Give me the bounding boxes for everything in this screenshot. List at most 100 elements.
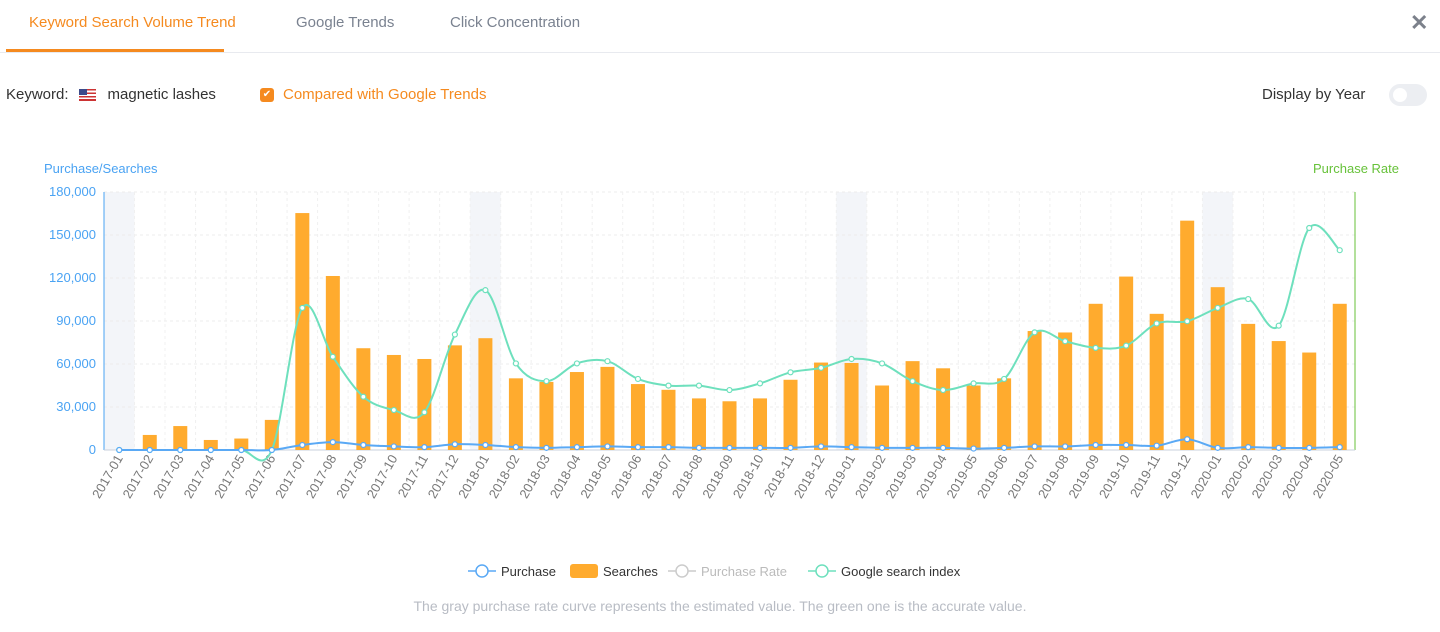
google-index-point: [695, 382, 703, 389]
chart-note: The gray purchase rate curve represents …: [413, 598, 1027, 614]
purchase-point: [1031, 443, 1038, 450]
google-index-point: [512, 360, 520, 367]
purchase-point: [726, 444, 733, 451]
legend-item-0[interactable]: Purchase: [501, 564, 556, 579]
purchase-point: [909, 444, 916, 451]
google-index-point: [726, 386, 733, 394]
purchase-point: [1123, 441, 1130, 449]
purchase-point: [1001, 444, 1008, 451]
searches-bar: [1119, 276, 1134, 450]
searches-bar: [1058, 332, 1073, 450]
searches-bar: [722, 401, 737, 450]
searches-bar: [936, 368, 951, 450]
google-index-point: [756, 380, 764, 387]
google-index-point: [848, 355, 855, 363]
google-index-point: [543, 378, 550, 385]
purchase-point: [787, 444, 794, 451]
legend-bar-icon: [570, 564, 598, 578]
searches-bar: [1088, 303, 1103, 450]
searches-bar: [569, 372, 584, 450]
google-index-point: [299, 304, 306, 312]
google-index-point: [1031, 329, 1038, 336]
purchase-point: [238, 446, 245, 454]
google-index-point: [573, 360, 581, 367]
purchase-point: [421, 444, 428, 451]
searches-bar: [691, 398, 706, 450]
us-flag-icon: [78, 88, 96, 101]
purchase-point: [329, 439, 336, 446]
searches-bar: [1302, 352, 1317, 450]
google-index-point: [360, 393, 367, 400]
purchase-point: [207, 446, 214, 454]
purchase-point: [299, 441, 306, 449]
tab-keyword-search-volume-trend[interactable]: Keyword Search Volume Trend: [29, 14, 236, 31]
purchase-point: [1214, 444, 1221, 451]
y-tick-label: 0: [89, 442, 96, 457]
purchase-point: [512, 444, 520, 451]
google-index-point: [1123, 342, 1130, 349]
close-icon[interactable]: ✕: [1410, 10, 1429, 35]
searches-bar: [1210, 287, 1225, 450]
searches-bar: [1149, 313, 1164, 450]
compare-google-trends-checkbox[interactable]: ✔ Compared with Google Trends: [260, 86, 486, 103]
google-index-point: [390, 406, 397, 414]
display-by-year-toggle[interactable]: [1389, 84, 1427, 106]
purchase-point: [939, 444, 947, 451]
purchase-point: [756, 444, 764, 451]
searches-bar: [203, 439, 218, 450]
google-index-point: [878, 360, 886, 367]
searches-bar: [630, 384, 645, 450]
legend-item-2[interactable]: Purchase Rate: [701, 564, 787, 579]
searches-bar: [783, 379, 798, 450]
google-index-point: [1245, 295, 1252, 303]
google-index-point: [1062, 338, 1069, 345]
keyword-row: Keyword: magnetic lashes: [6, 86, 216, 103]
display-by-year-label: Display by Year: [1262, 86, 1366, 103]
tab-click-concentration[interactable]: Click Concentration: [450, 14, 581, 31]
searches-bar: [264, 419, 279, 450]
searches-bar: [1027, 331, 1042, 450]
purchase-point: [268, 446, 275, 454]
searches-bar: [508, 378, 523, 450]
purchase-point: [817, 443, 825, 450]
legend-item-1[interactable]: Searches: [603, 564, 658, 579]
right-axis-title: Purchase Rate: [1313, 161, 1399, 176]
searches-bar: [753, 398, 768, 450]
keyword-label: Keyword:: [6, 86, 69, 103]
tab-google-trends[interactable]: Google Trends: [296, 14, 395, 31]
y-tick-label: 150,000: [49, 227, 96, 242]
purchase-point: [360, 441, 367, 449]
purchase-point: [665, 444, 672, 451]
purchase-point: [451, 441, 458, 448]
google-index-point: [421, 409, 428, 416]
checkmark-icon: ✔: [260, 87, 274, 102]
keyword-value: magnetic lashes: [107, 86, 216, 103]
google-index-point: [1092, 344, 1099, 351]
searches-bar: [325, 275, 340, 450]
google-index-point: [634, 375, 642, 383]
searches-bar: [1241, 323, 1256, 450]
searches-bar: [386, 354, 401, 450]
purchase-point: [878, 444, 886, 451]
purchase-point: [1306, 444, 1313, 451]
searches-bar: [997, 378, 1012, 450]
legend-circle-icon: [675, 564, 689, 578]
searches-bar: [1332, 303, 1347, 450]
purchase-point: [543, 444, 550, 451]
google-index-point: [1153, 320, 1160, 327]
searches-bar: [966, 385, 981, 450]
legend-item-3[interactable]: Google search index: [841, 564, 961, 579]
purchase-point: [1245, 444, 1252, 451]
google-index-point: [1001, 375, 1008, 383]
searches-bar: [814, 362, 829, 450]
active-tab-indicator: [6, 49, 224, 52]
searches-bar: [1271, 341, 1286, 450]
searches-bar: [539, 381, 554, 450]
searches-bar: [661, 389, 676, 450]
y-tick-label: 120,000: [49, 270, 96, 285]
y-tick-label: 30,000: [56, 399, 96, 414]
searches-bar: [875, 385, 890, 450]
google-index-point: [665, 382, 672, 389]
purchase-point: [695, 444, 703, 451]
